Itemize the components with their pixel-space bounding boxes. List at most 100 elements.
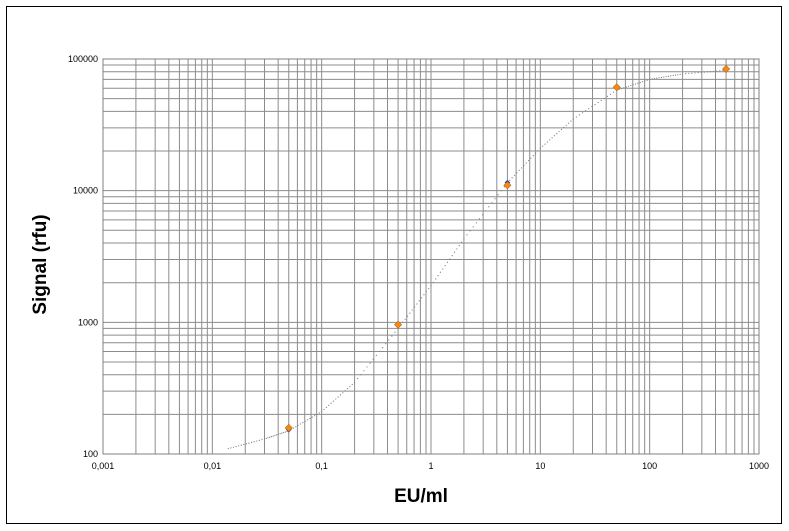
fit-curve-dot	[277, 433, 279, 435]
fit-curve-dot	[446, 261, 449, 263]
fit-curve-dot	[603, 97, 605, 100]
fit-curve-dot	[637, 82, 639, 84]
fit-curve-dot	[270, 436, 273, 438]
fit-curve-dot	[537, 150, 539, 152]
fit-curve-dot	[314, 415, 316, 417]
fit-curve-dot	[520, 167, 523, 169]
fit-curve-dot	[563, 126, 565, 128]
fit-curve-dot	[328, 404, 330, 406]
fit-curve-dot	[551, 137, 553, 139]
fit-curve-dot	[420, 297, 423, 299]
fit-curve-dot	[369, 362, 371, 364]
fit-curve-dot	[572, 118, 574, 120]
fit-curve-dot	[416, 303, 418, 305]
fit-curve-dot	[542, 145, 544, 147]
fit-curve-dot	[413, 306, 416, 308]
data-point	[284, 423, 293, 432]
fit-curve-dot	[363, 370, 365, 372]
x-tick-label: 0,01	[204, 461, 222, 471]
fit-curve-dot	[418, 300, 420, 302]
fit-curve-dot	[556, 133, 558, 135]
data-point	[722, 64, 731, 73]
fit-curve-dot	[472, 226, 474, 228]
fit-curve-dot	[565, 124, 567, 126]
fit-curve-dot	[372, 358, 374, 360]
fit-curve-dot	[706, 71, 709, 73]
data-point	[612, 83, 621, 92]
fit-curve-dot	[642, 81, 644, 83]
fit-curve-dot	[449, 258, 451, 260]
fit-curve-dot	[272, 435, 274, 437]
fit-curve-dot	[227, 447, 229, 450]
plot-area-border	[102, 58, 760, 455]
fit-curve-dot	[284, 431, 286, 433]
fit-curve-dot	[544, 143, 546, 145]
fit-curve-dot	[606, 95, 609, 97]
fit-curve-dot	[653, 78, 655, 80]
fit-curve-dot	[243, 443, 245, 446]
fit-curve-dot	[532, 155, 534, 157]
fit-curve-dot	[245, 443, 248, 445]
fit-curve-dot	[575, 116, 577, 118]
fit-curve-dot	[613, 91, 615, 93]
fit-curve-dot	[302, 421, 304, 424]
fit-curve-dot	[388, 339, 390, 341]
fit-curve-dot	[279, 433, 281, 435]
fit-curve-dot	[381, 347, 384, 349]
fit-curve-dot	[432, 281, 434, 283]
fit-curve-dot	[435, 278, 437, 280]
fit-curve-dot	[444, 265, 446, 267]
fit-curve-dot	[658, 77, 660, 79]
fit-curve-dot	[672, 74, 674, 77]
fit-curve-dot	[491, 202, 493, 204]
chart-frame	[6, 6, 782, 524]
fit-curve-dot	[509, 179, 511, 181]
fit-curve-dot	[649, 78, 651, 80]
fit-curve-dot	[276, 434, 278, 436]
fit-curve-dot	[346, 388, 349, 390]
fit-curve-dot	[256, 440, 258, 442]
fit-curve-dot	[703, 71, 705, 73]
fit-curve-dot	[530, 157, 532, 159]
fit-curve-dot	[402, 321, 404, 323]
x-tick-label: 10	[535, 461, 545, 471]
y-tick-label: 100000	[68, 54, 98, 64]
fit-curve-dot	[681, 73, 684, 75]
y-tick-label: 10000	[73, 186, 98, 196]
fit-curve-dot	[713, 70, 715, 72]
fit-curve-dot	[523, 164, 525, 167]
fit-curve-dot	[546, 141, 548, 143]
fit-curve-dot	[342, 392, 344, 394]
fit-curve-dot	[679, 73, 681, 75]
fit-curve-dot	[332, 400, 335, 402]
x-tick-label: 0,1	[315, 461, 328, 471]
fit-curve-dot	[240, 444, 242, 446]
x-tick-label: 100	[642, 461, 657, 471]
fit-curve-dot	[481, 214, 484, 216]
fit-curve-dot	[651, 78, 653, 80]
tick-labels: 0,001 0,01 0,1 1 10 100 1000 100 1000 10000 100000	[68, 54, 769, 471]
fit-curve-dot	[339, 394, 342, 396]
fit-curve-dot	[667, 75, 670, 77]
fit-curve-dot	[295, 426, 297, 428]
fit-curve-dot	[646, 79, 648, 81]
fit-curve-dot	[453, 251, 456, 253]
fit-curve-dot	[235, 445, 237, 448]
fit-curve-dot	[670, 75, 672, 77]
fit-curve-dot	[691, 72, 693, 74]
fit-curve-dot	[451, 255, 453, 257]
fit-curve-dot	[297, 424, 299, 426]
grid	[102, 59, 759, 455]
fit-curve-dot	[458, 244, 460, 247]
fit-curve-dot	[663, 76, 665, 78]
x-tick-label: 1000	[749, 461, 769, 471]
fit-curve-dot	[494, 198, 496, 200]
fit-curve-dot	[404, 318, 406, 320]
fit-curve-dot	[304, 420, 306, 422]
fit-curve-dot	[591, 106, 593, 108]
fit-curve-dot	[644, 80, 646, 82]
fit-curve-dot	[488, 206, 490, 208]
y-axis-title: Signal (rfu)	[30, 214, 51, 314]
fit-curve-dot	[630, 84, 632, 87]
